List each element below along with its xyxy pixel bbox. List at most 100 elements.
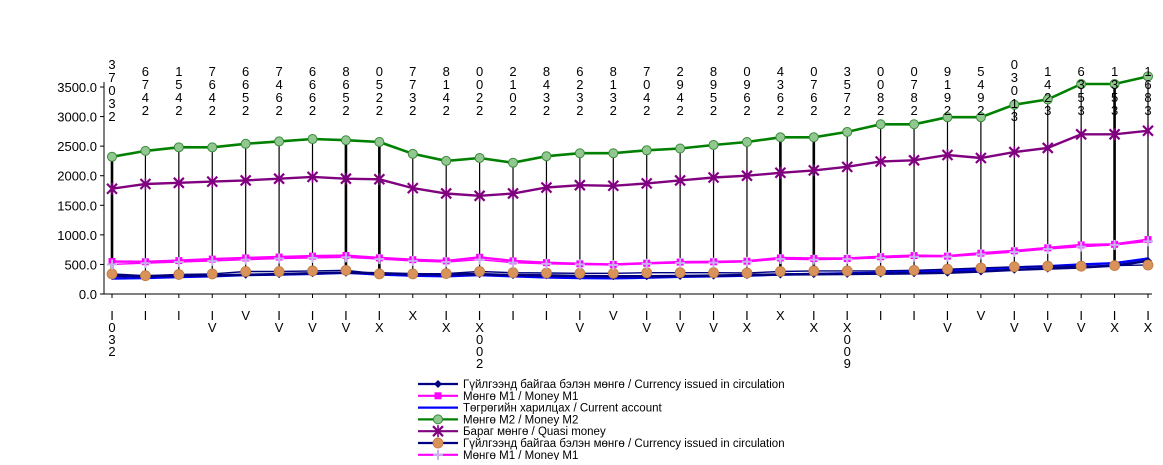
data-point (641, 258, 652, 269)
data-point (741, 137, 752, 148)
data-point (340, 264, 352, 276)
data-point (407, 255, 418, 266)
data-point (1076, 241, 1087, 252)
data-point (674, 267, 686, 279)
data-point (1142, 259, 1154, 271)
series-6 (106, 259, 1154, 282)
data-point (240, 266, 252, 277)
data-point (307, 134, 318, 145)
series-line (111, 264, 1149, 277)
data-point (1143, 71, 1153, 82)
data-point (574, 179, 586, 192)
legend-label: Мөнгө М1 / Money M1 (463, 450, 578, 460)
data-point (140, 258, 151, 269)
data-point (173, 269, 185, 280)
legend-label: Гүйлгээнд байгаа бэлэн мөнгө / Currency … (463, 438, 785, 450)
data-point (909, 251, 920, 262)
top-labels: 3 7 0 3 2 6 7 4 2 1 5 4 2 7 6 4 2 6 6 5 2 7 4 6 2 6 6 6 2 8 6 5 2 0 5 2 2 7 7 3… (108, 57, 1151, 124)
data-point (541, 258, 552, 269)
legend-label: Мөнгө М1 / Money M1 (463, 391, 578, 403)
data-point (842, 254, 853, 265)
legend-label: Гүйлгээнд байгаа бэлэн мөнгө / Currency … (463, 379, 785, 391)
data-point (875, 265, 887, 277)
data-point (541, 267, 552, 279)
data-point (106, 182, 118, 195)
data-point (1008, 146, 1021, 159)
data-point (975, 151, 987, 164)
series-5 (106, 124, 1154, 202)
data-point (107, 151, 117, 162)
data-point (407, 148, 418, 159)
data-point (775, 254, 786, 265)
data-point (1076, 79, 1087, 90)
data-point (173, 257, 184, 268)
data-point (875, 119, 886, 130)
series-line (111, 238, 1149, 266)
data-point (507, 187, 519, 200)
x-tick-label: X (408, 308, 417, 323)
data-point (139, 177, 152, 190)
legend-item: Гүйлгээнд байгаа бэлэн мөнгө / Currency … (418, 379, 785, 391)
legend-item: Мөнгө М1 / Money M1 (418, 449, 578, 462)
x-tick-label: V (977, 308, 986, 323)
data-point (1109, 239, 1120, 250)
series-2 (108, 236, 1152, 268)
x-tick-label: X (776, 308, 785, 323)
data-point (507, 267, 519, 279)
data-point (975, 112, 986, 123)
data-point (240, 138, 251, 149)
data-point (474, 266, 486, 277)
data-point (432, 425, 444, 438)
legend-item: Мөнгө М2 / Money M2 (418, 414, 578, 426)
data-point (407, 268, 419, 280)
data-point (707, 171, 720, 184)
data-point (207, 142, 218, 153)
series-line (111, 129, 1149, 198)
y-tick-label: 1000.0 (57, 228, 97, 243)
data-point (909, 119, 920, 130)
data-point (173, 142, 184, 153)
data-point (774, 266, 786, 277)
data-point (374, 137, 385, 148)
data-point (140, 145, 151, 156)
x-labels: I 0 3 2I I I VV I VI VI VI XX I XI X 0 0 2I I I VV I VI VI VI XX I… (108, 308, 1152, 371)
data-point (240, 254, 251, 265)
x-tick-label: I (177, 308, 181, 323)
legend-label: Мөнгө М2 / Money M2 (463, 414, 578, 426)
data-point (441, 155, 452, 166)
data-point (239, 174, 252, 187)
data-point (674, 174, 686, 187)
legend-item: Бараг мөнгө / Quasi money (418, 425, 606, 438)
data-point (874, 155, 887, 168)
data-point (675, 143, 686, 154)
series-4 (107, 71, 1153, 168)
data-point (1108, 128, 1121, 141)
data-point (608, 260, 619, 271)
data-point (1143, 236, 1153, 247)
data-point (274, 253, 285, 264)
